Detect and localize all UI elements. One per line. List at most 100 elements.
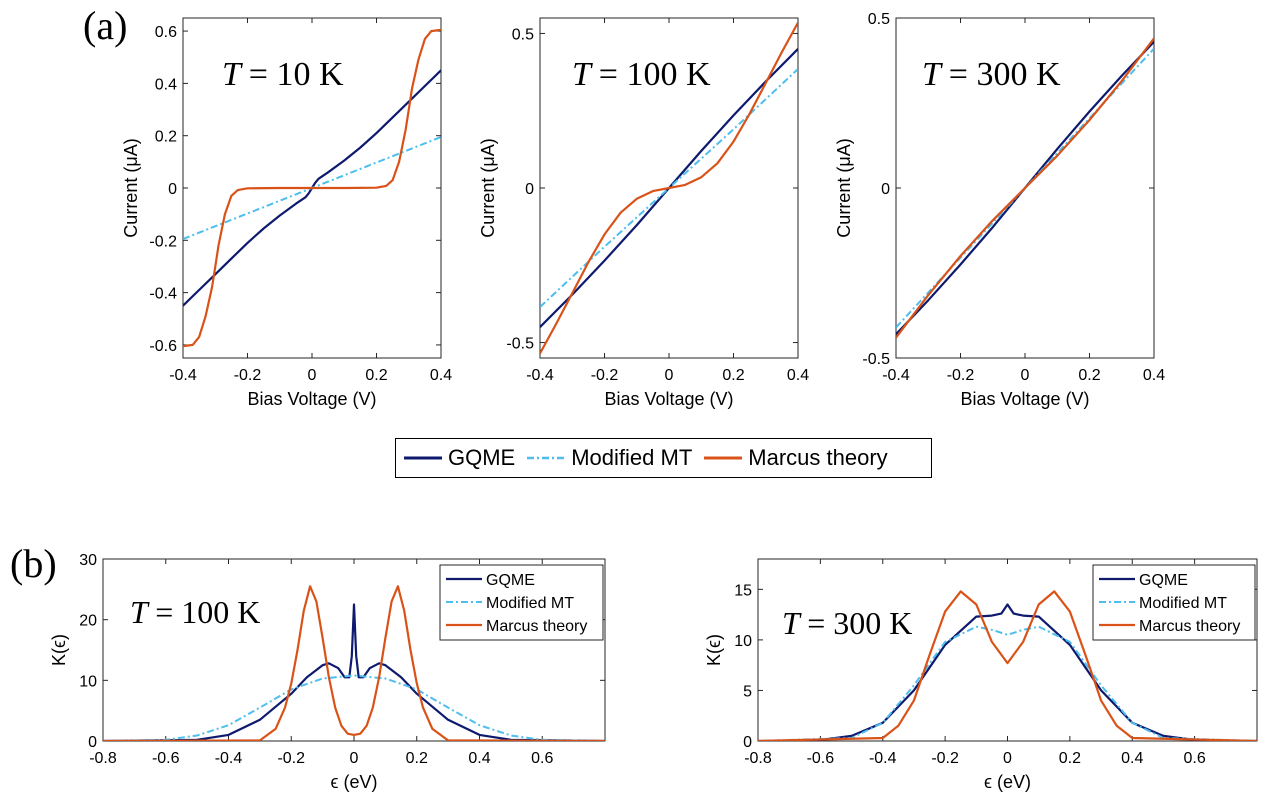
chart-5-xtick-label: 0.4 [1121, 750, 1143, 767]
chart-2-ylabel: Current (μA) [478, 138, 498, 237]
chart-1-ytick-label: -0.4 [149, 286, 177, 303]
chart-5-ytick-label: 0 [743, 734, 752, 751]
chart-2-ytick-label: 0 [525, 181, 534, 198]
chart-1-ytick-label: 0.4 [155, 76, 177, 93]
chart-3-annotation: T = 300 K [922, 56, 1061, 93]
chart-2-xtick-label: 0.4 [787, 367, 809, 384]
chart-4-ylabel: K(ϵ) [49, 634, 69, 666]
chart-2-xlabel: Bias Voltage (V) [604, 389, 733, 409]
chart-4-ytick-label: 30 [79, 552, 97, 569]
chart-3-annotation-value: = 300 K [949, 56, 1061, 93]
chart-4-annotation-value: = 100 K [155, 594, 260, 630]
legend-a-swatch-modified-mt [527, 456, 566, 460]
chart-3-xtick-label: -0.4 [882, 367, 910, 384]
chart-4-legend-label-3: Marcus theory [486, 618, 587, 635]
chart-5-xtick-label: -0.8 [744, 750, 772, 767]
chart-3-ytick-label: 0 [881, 181, 890, 198]
chart-1-annotation: T = 10 K [222, 56, 344, 93]
chart-5-xtick-label: 0 [1003, 750, 1012, 767]
chart-3-xtick-label: 0.2 [1078, 367, 1100, 384]
chart-3-xtick-label: -0.2 [947, 367, 975, 384]
chart-4-series-2-line [103, 674, 605, 741]
chart-5-series-3-line [758, 590, 1257, 741]
chart-1-annotation-value: = 10 K [249, 56, 344, 93]
legend-a-label-marcus: Marcus theory [748, 445, 888, 470]
chart-1-ylabel: Current (μA) [121, 138, 141, 237]
chart-5-annotation-symbol: T [782, 605, 807, 641]
chart-3-ytick-label: 0.5 [868, 11, 890, 28]
legend-a-swatch-marcus [704, 456, 743, 460]
chart-2-xtick-label: 0.2 [722, 367, 744, 384]
chart-1-xtick-label: 0.2 [365, 367, 387, 384]
chart-1-xtick-label: -0.4 [169, 367, 197, 384]
chart-2-annotation-value: = 100 K [599, 56, 711, 93]
legend-a-item-modified-mt: Modified MT [525, 445, 692, 471]
chart-1-xtick-label: 0.4 [430, 367, 452, 384]
chart-2-series-3-line [540, 22, 798, 354]
chart-5-xlabel: ϵ (eV) [984, 772, 1031, 792]
chart-4-ytick-label: 20 [79, 613, 97, 630]
chart-2-xtick-label: -0.4 [526, 367, 554, 384]
chart-3-annotation-symbol: T [922, 56, 949, 93]
chart-1-ytick-label: 0.6 [155, 24, 177, 41]
panel-label-b: (b) [10, 541, 57, 586]
chart-4-xtick-label: 0.4 [468, 750, 490, 767]
chart-5-legend-label-3: Marcus theory [1139, 618, 1240, 635]
chart-3-series-3-line [896, 37, 1154, 339]
legend-a-label-modified-mt: Modified MT [571, 445, 693, 470]
chart-4-ytick-label: 0 [88, 734, 97, 751]
chart-5-xtick-label: 0.2 [1059, 750, 1081, 767]
chart-3-xtick-label: 0 [1021, 367, 1030, 384]
chart-1-xlabel: Bias Voltage (V) [247, 389, 376, 409]
legend-a-label-gqme: GQME [448, 445, 516, 470]
chart-1-ytick-label: -0.6 [149, 338, 177, 355]
chart-5-xtick-label: -0.4 [869, 750, 897, 767]
chart-5-legend-label-2: Modified MT [1139, 595, 1227, 612]
chart-3-xtick-label: 0.4 [1143, 367, 1165, 384]
chart-5-ytick-label: 5 [743, 683, 752, 700]
chart-4-xtick-label: -0.6 [152, 750, 180, 767]
chart-4-xtick-label: -0.2 [277, 750, 305, 767]
chart-4-xtick-label: 0.6 [531, 750, 553, 767]
chart-1-ytick-label: 0 [168, 181, 177, 198]
chart-4-xtick-label: -0.8 [89, 750, 117, 767]
chart-2-ytick-label: 0.5 [512, 26, 534, 43]
chart-1-series-3-line [183, 28, 441, 348]
chart-1-ytick-label: -0.2 [149, 233, 177, 250]
chart-5-xtick-label: -0.6 [807, 750, 835, 767]
chart-4-legend-label-1: GQME [486, 572, 535, 589]
legend-a-item-marcus: Marcus theory [702, 445, 888, 471]
chart-1-xtick-label: -0.2 [234, 367, 262, 384]
chart-4-xtick-label: -0.4 [215, 750, 243, 767]
chart-5-xtick-label: 0.6 [1184, 750, 1206, 767]
chart-4-series-1-line [103, 603, 605, 741]
chart-1-annotation-symbol: T [222, 56, 249, 93]
chart-2-annotation-symbol: T [572, 56, 599, 93]
chart-5-annotation-value: = 300 K [807, 605, 912, 641]
chart-4-legend-label-2: Modified MT [486, 595, 574, 612]
chart-4-annotation-symbol: T [130, 594, 155, 630]
chart-4-xtick-label: 0 [350, 750, 359, 767]
chart-3-xlabel: Bias Voltage (V) [960, 389, 1089, 409]
chart-2-xtick-label: 0 [665, 367, 674, 384]
chart-4-annotation: T = 100 K [130, 594, 260, 630]
chart-4-ytick-label: 10 [79, 673, 97, 690]
chart-3-ylabel: Current (μA) [834, 138, 854, 237]
chart-3-ytick-label: -0.5 [862, 351, 890, 368]
chart-2-xtick-label: -0.2 [591, 367, 619, 384]
chart-1-ytick-label: 0.2 [155, 129, 177, 146]
chart-5-series-2-line [758, 625, 1257, 741]
chart-4-xlabel: ϵ (eV) [331, 772, 378, 792]
chart-5-annotation: T = 300 K [782, 605, 912, 641]
chart-2-ytick-label: -0.5 [506, 336, 534, 353]
chart-4-xtick-label: 0.2 [406, 750, 428, 767]
chart-5-ylabel: K(ϵ) [704, 634, 724, 666]
chart-5-legend-label-1: GQME [1139, 572, 1188, 589]
panel-label-a: (a) [83, 3, 128, 48]
chart-4-series-3-line [103, 585, 605, 741]
chart-2-annotation: T = 100 K [572, 56, 711, 93]
chart-1-xtick-label: 0 [308, 367, 317, 384]
legend-a-item-gqme: GQME [402, 445, 515, 471]
chart-5-xtick-label: -0.2 [931, 750, 959, 767]
